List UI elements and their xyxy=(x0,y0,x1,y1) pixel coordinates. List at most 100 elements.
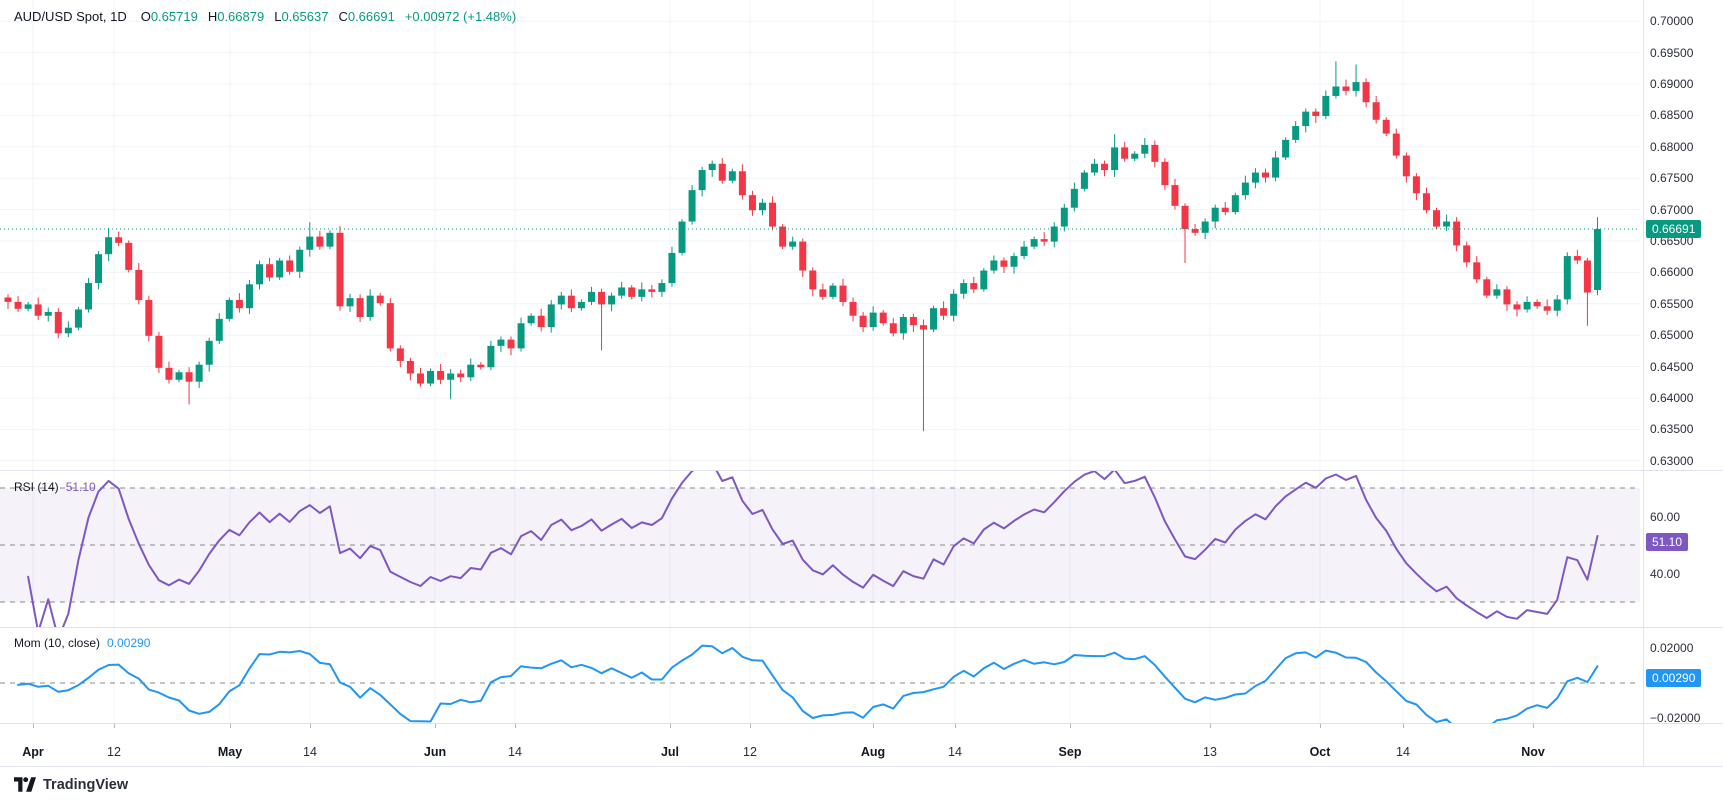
candle xyxy=(728,171,736,181)
rsi-axis-label: 60.00 xyxy=(1650,509,1681,524)
candle xyxy=(1221,207,1229,213)
candle xyxy=(1543,306,1551,311)
candle xyxy=(1412,176,1420,194)
candle xyxy=(427,370,435,384)
candle xyxy=(1030,239,1038,247)
candle xyxy=(1553,299,1561,311)
candle xyxy=(849,301,857,316)
candle xyxy=(95,254,103,284)
candle xyxy=(507,339,515,349)
time-axis-tick xyxy=(33,724,34,728)
candle xyxy=(215,318,223,341)
candle xyxy=(1362,82,1370,103)
mom-line xyxy=(17,644,1599,723)
price-axis-label: 0.66000 xyxy=(1650,265,1694,280)
candle xyxy=(1332,86,1340,96)
candle xyxy=(799,241,807,271)
candle xyxy=(1483,279,1491,296)
candle xyxy=(980,270,988,290)
candle xyxy=(1272,157,1280,178)
candle xyxy=(678,221,686,253)
change-value: +0.00972 (+1.48%) xyxy=(404,9,517,24)
tradingview-logo[interactable]: TradingView xyxy=(14,776,128,793)
candle xyxy=(950,293,958,316)
price-axis-label: 0.69000 xyxy=(1650,76,1694,91)
ohlc-low: L0.65637 xyxy=(274,9,329,24)
rsi-legend-value: 51.10 xyxy=(65,480,96,494)
candle xyxy=(1292,126,1300,140)
symbol-header: AUD/USD Spot, 1D O0.65719 H0.66879 L0.65… xyxy=(14,9,516,24)
price-axis-label: 0.70000 xyxy=(1650,14,1694,29)
candle xyxy=(779,226,787,247)
candle xyxy=(899,316,907,334)
candle xyxy=(1171,185,1179,206)
candle xyxy=(115,237,123,243)
candle xyxy=(919,325,927,330)
mom-legend: Mom (10, close) 0.00290 xyxy=(14,636,150,650)
pane-divider-price-rsi[interactable] xyxy=(0,470,1723,471)
candle xyxy=(155,335,163,368)
time-axis-label: Nov xyxy=(1521,745,1545,759)
time-axis-tick xyxy=(873,724,874,728)
time-axis-tick xyxy=(750,724,751,728)
candle xyxy=(316,236,324,247)
mom-legend-name: Mom (10, close) xyxy=(14,636,101,650)
footer: TradingView xyxy=(0,767,1723,803)
time-axis-tick xyxy=(114,724,115,728)
candle xyxy=(1121,147,1129,159)
candles[interactable] xyxy=(4,61,1601,432)
time-axis-tick xyxy=(1070,724,1071,728)
candle xyxy=(1080,172,1088,189)
candle xyxy=(74,309,82,328)
candle xyxy=(1231,195,1239,213)
price-axis-label: 0.67500 xyxy=(1650,171,1694,186)
candle xyxy=(1241,182,1249,196)
candle xyxy=(1060,207,1068,227)
tradingview-logo-icon xyxy=(14,777,36,792)
candle xyxy=(135,269,143,301)
time-axis-label: May xyxy=(217,745,243,759)
candle xyxy=(34,304,42,316)
candle xyxy=(1101,163,1109,171)
candle xyxy=(245,284,253,309)
candle xyxy=(256,264,263,285)
candle xyxy=(1161,161,1169,186)
time-axis-tick xyxy=(670,724,671,728)
candle xyxy=(1201,221,1209,233)
candle xyxy=(1251,172,1259,183)
candle xyxy=(1131,153,1139,159)
candle xyxy=(789,241,797,247)
last-price-badge: 0.66691 xyxy=(1646,220,1702,238)
time-axis-label: 14 xyxy=(508,745,522,759)
footer-separator xyxy=(0,766,1723,767)
candle xyxy=(54,311,62,334)
candle xyxy=(628,287,636,297)
rsi-line xyxy=(27,470,1599,627)
candle xyxy=(618,287,626,296)
pane-divider-rsi-mom[interactable] xyxy=(0,627,1723,628)
candle xyxy=(1422,193,1430,211)
candle xyxy=(1583,260,1591,293)
time-axis-label: 14 xyxy=(303,745,317,759)
time-axis-tick xyxy=(1533,724,1534,728)
price-axis-label: 0.68000 xyxy=(1650,139,1694,154)
time-axis-label: 12 xyxy=(107,745,121,759)
candle xyxy=(336,232,344,307)
candle xyxy=(819,289,827,297)
candle xyxy=(587,291,595,302)
candle xyxy=(457,373,465,378)
candle xyxy=(356,298,364,317)
candle xyxy=(1593,229,1601,291)
candle xyxy=(940,308,948,316)
candle xyxy=(105,237,113,255)
candle xyxy=(869,312,877,328)
candle xyxy=(266,264,274,278)
time-axis-label: 12 xyxy=(743,745,757,759)
time-axis-tick xyxy=(1210,724,1211,728)
candle xyxy=(447,373,455,380)
candle xyxy=(859,315,867,328)
candle xyxy=(1090,163,1098,173)
candle xyxy=(1312,111,1320,117)
